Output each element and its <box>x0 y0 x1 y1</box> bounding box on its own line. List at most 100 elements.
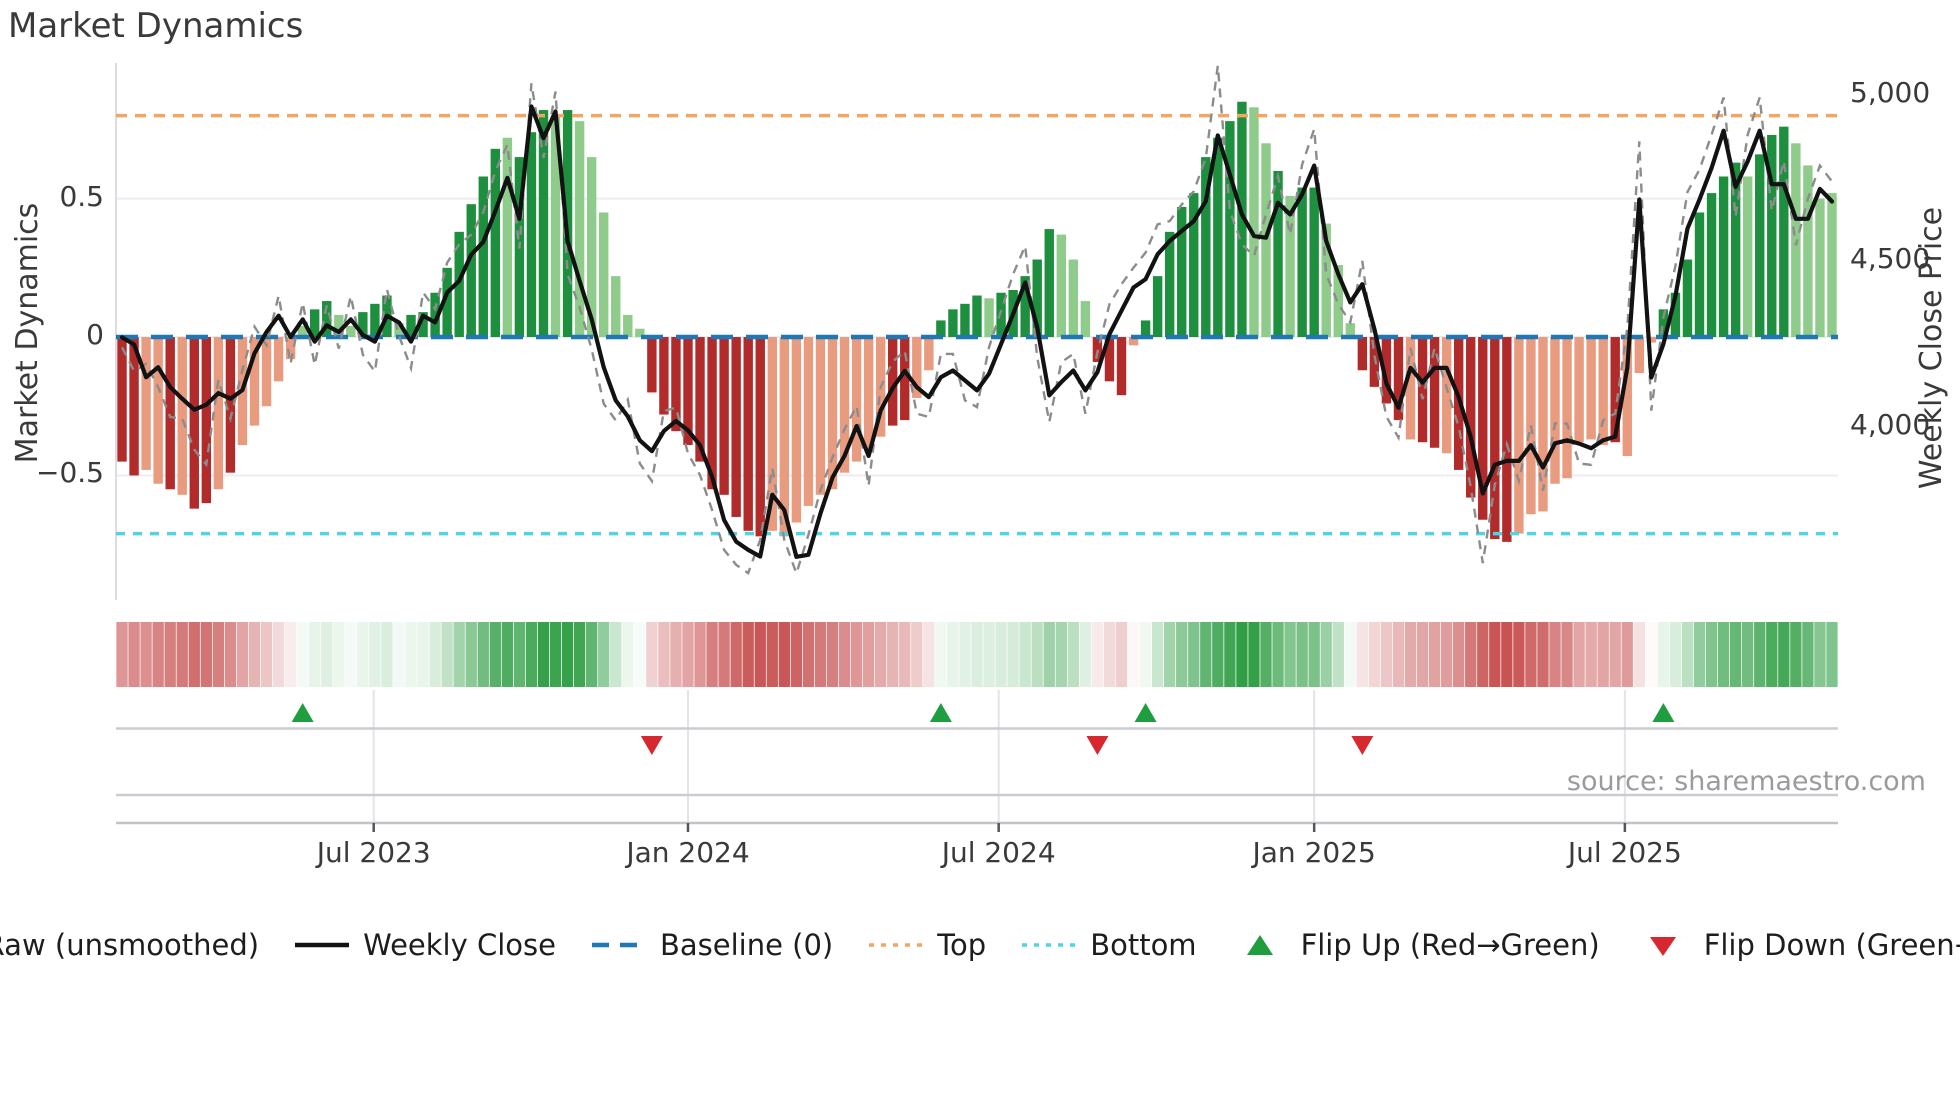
delta-bar-positive <box>611 276 621 338</box>
delta-bar-positive <box>1742 176 1753 338</box>
heatmap-cell <box>1729 622 1742 687</box>
delta-bar-positive <box>1321 223 1331 338</box>
heatmap-cell <box>465 622 477 687</box>
heatmap-cell <box>959 622 971 687</box>
heatmap-cell <box>1645 622 1658 687</box>
heatmap-cell <box>1705 622 1718 687</box>
delta-bar-negative <box>755 337 765 537</box>
dash-blue-legend-glyph <box>592 942 646 948</box>
delta-bar-negative <box>129 337 139 476</box>
legend-item: Baseline (0) <box>590 928 833 962</box>
delta-bar-positive <box>334 314 344 338</box>
delta-bar-negative <box>273 337 284 382</box>
heatmap-cell <box>718 622 730 687</box>
heatmap-cell <box>622 622 634 687</box>
heatmap-cell <box>1814 622 1826 687</box>
heatmap-cell <box>1525 622 1537 687</box>
delta-bar-positive <box>430 292 440 338</box>
delta-bar-negative <box>815 337 826 495</box>
heatmap-cell <box>1681 622 1694 687</box>
delta-bar-positive <box>1730 162 1741 338</box>
delta-bar-negative <box>285 337 296 360</box>
heatmap-cell <box>1176 622 1188 687</box>
delta-bar-negative <box>1369 337 1380 387</box>
heatmap-cell <box>116 622 128 687</box>
heatmap-cell <box>778 622 790 687</box>
heatmap-cell <box>272 622 285 687</box>
delta-bar-positive <box>1803 165 1813 338</box>
heatmap-cell <box>1597 622 1609 687</box>
delta-bar-negative <box>1441 337 1452 454</box>
heatmap-cell <box>1742 622 1754 687</box>
delta-bar-negative <box>1622 337 1632 457</box>
right-axis-tick-label: 4,000 <box>1850 407 1931 441</box>
delta-bar-positive <box>1755 154 1765 338</box>
raw-line <box>120 65 1833 578</box>
heatmap-cell <box>1513 622 1525 687</box>
heatmap-cell <box>1236 622 1248 687</box>
heatmap-cell <box>766 622 778 687</box>
delta-bar-positive <box>984 298 994 338</box>
heatmap-cell <box>1537 622 1549 687</box>
delta-bar-positive <box>1189 193 1199 338</box>
delta-bar-positive <box>1706 193 1717 338</box>
heatmap-cell <box>164 622 176 687</box>
heatmap-cell <box>1717 622 1730 687</box>
delta-bar-negative <box>827 337 838 490</box>
heatmap-cell <box>1272 622 1284 687</box>
heatmap-cell <box>1151 622 1164 687</box>
heatmap-cell <box>405 622 417 687</box>
heatmap-cell <box>1055 622 1067 687</box>
delta-bar-negative <box>261 337 272 407</box>
delta-bar-negative <box>1610 337 1620 443</box>
heatmap-cell <box>477 622 489 687</box>
heatmap-cell <box>429 622 441 687</box>
delta-bar-positive <box>1177 206 1187 338</box>
heatmap-cell <box>887 622 899 687</box>
heatmap-cell <box>899 622 911 687</box>
delta-bar-positive <box>1225 121 1235 338</box>
delta-bar-positive <box>586 157 597 338</box>
heatmap-cell <box>1139 622 1152 687</box>
heatmap-cell <box>923 622 935 687</box>
heatmap-cell <box>838 622 851 687</box>
x-axis-tick-label: Jul 2023 <box>316 836 431 869</box>
delta-bar-negative <box>1502 337 1512 542</box>
heatmap-cell <box>598 622 610 687</box>
heatmap-cell <box>501 622 514 687</box>
heatmap-cell <box>140 622 152 687</box>
delta-bar-positive <box>550 115 561 338</box>
delta-bar-negative <box>924 337 934 371</box>
heatmap-cell <box>730 622 742 687</box>
heatmap-cell <box>995 622 1007 687</box>
heatmap-cell <box>983 622 995 687</box>
delta-bar-negative <box>201 337 212 504</box>
heatmap-cell <box>381 622 393 687</box>
delta-bar-negative <box>1598 337 1608 445</box>
legend-item: Weekly Close <box>293 928 556 962</box>
heatmap-cell <box>1669 622 1682 687</box>
delta-bar-positive <box>1815 198 1825 338</box>
legend-item-label: Raw (unsmoothed) <box>0 928 260 962</box>
dot-cyan-legend-glyph <box>1022 943 1077 947</box>
flip-up-marker <box>291 703 314 722</box>
delta-bar-positive <box>1285 195 1295 338</box>
delta-bar-positive <box>1068 259 1079 338</box>
flip-up-marker <box>1652 703 1675 722</box>
heatmap-cell <box>537 622 550 687</box>
delta-bar-positive <box>1682 259 1693 338</box>
heatmap-cell <box>971 622 983 687</box>
page-title: Market Dynamics <box>8 6 304 46</box>
delta-bar-positive <box>322 301 332 338</box>
delta-bar-negative <box>671 337 681 432</box>
left-axis-tick-label: 0 <box>86 318 104 352</box>
delta-bar-negative <box>1562 337 1572 479</box>
heatmap-cell <box>441 622 453 687</box>
delta-bar-positive <box>1249 107 1259 338</box>
delta-bar-positive <box>406 314 416 338</box>
heatmap-cell <box>1693 622 1706 687</box>
heatmap-cell <box>1802 622 1814 687</box>
heatmap-cell <box>754 622 766 687</box>
left-axis-tick-label: 0.5 <box>59 179 104 213</box>
